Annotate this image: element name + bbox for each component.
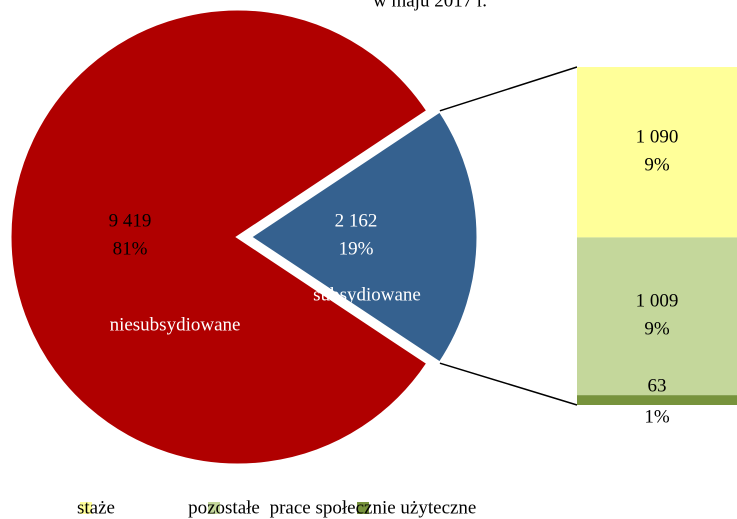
legend-swatch xyxy=(80,502,92,514)
value-label: 2 162 xyxy=(335,210,378,231)
bar-segment xyxy=(577,67,737,238)
connector xyxy=(439,66,578,112)
legend-label: staże xyxy=(77,497,115,518)
legend-label: pozostałe xyxy=(188,497,260,518)
chart-title: w maju 2017 r. xyxy=(373,0,487,11)
legend-swatch xyxy=(208,502,220,514)
percent-label: 81% xyxy=(113,238,148,259)
value-label: 1 090 xyxy=(636,127,679,148)
legend-swatch xyxy=(357,502,369,514)
pie-slice xyxy=(247,108,480,366)
percent-label: 9% xyxy=(644,319,670,340)
legend-label: prace społecznie użyteczne xyxy=(270,497,477,518)
bar-segment xyxy=(577,237,737,396)
pie-slice xyxy=(8,7,430,467)
percent-label: 19% xyxy=(339,238,374,259)
connector xyxy=(439,362,578,406)
percent-label: 1% xyxy=(644,406,670,427)
value-label: 1 009 xyxy=(636,291,679,312)
bar-segment xyxy=(577,395,737,405)
category-label: niesubsydiowane xyxy=(110,314,241,335)
percent-label: 9% xyxy=(644,155,670,176)
value-label: 63 xyxy=(648,375,667,396)
value-label: 9 419 xyxy=(109,210,152,231)
category-label: subsydiowane xyxy=(313,284,421,305)
